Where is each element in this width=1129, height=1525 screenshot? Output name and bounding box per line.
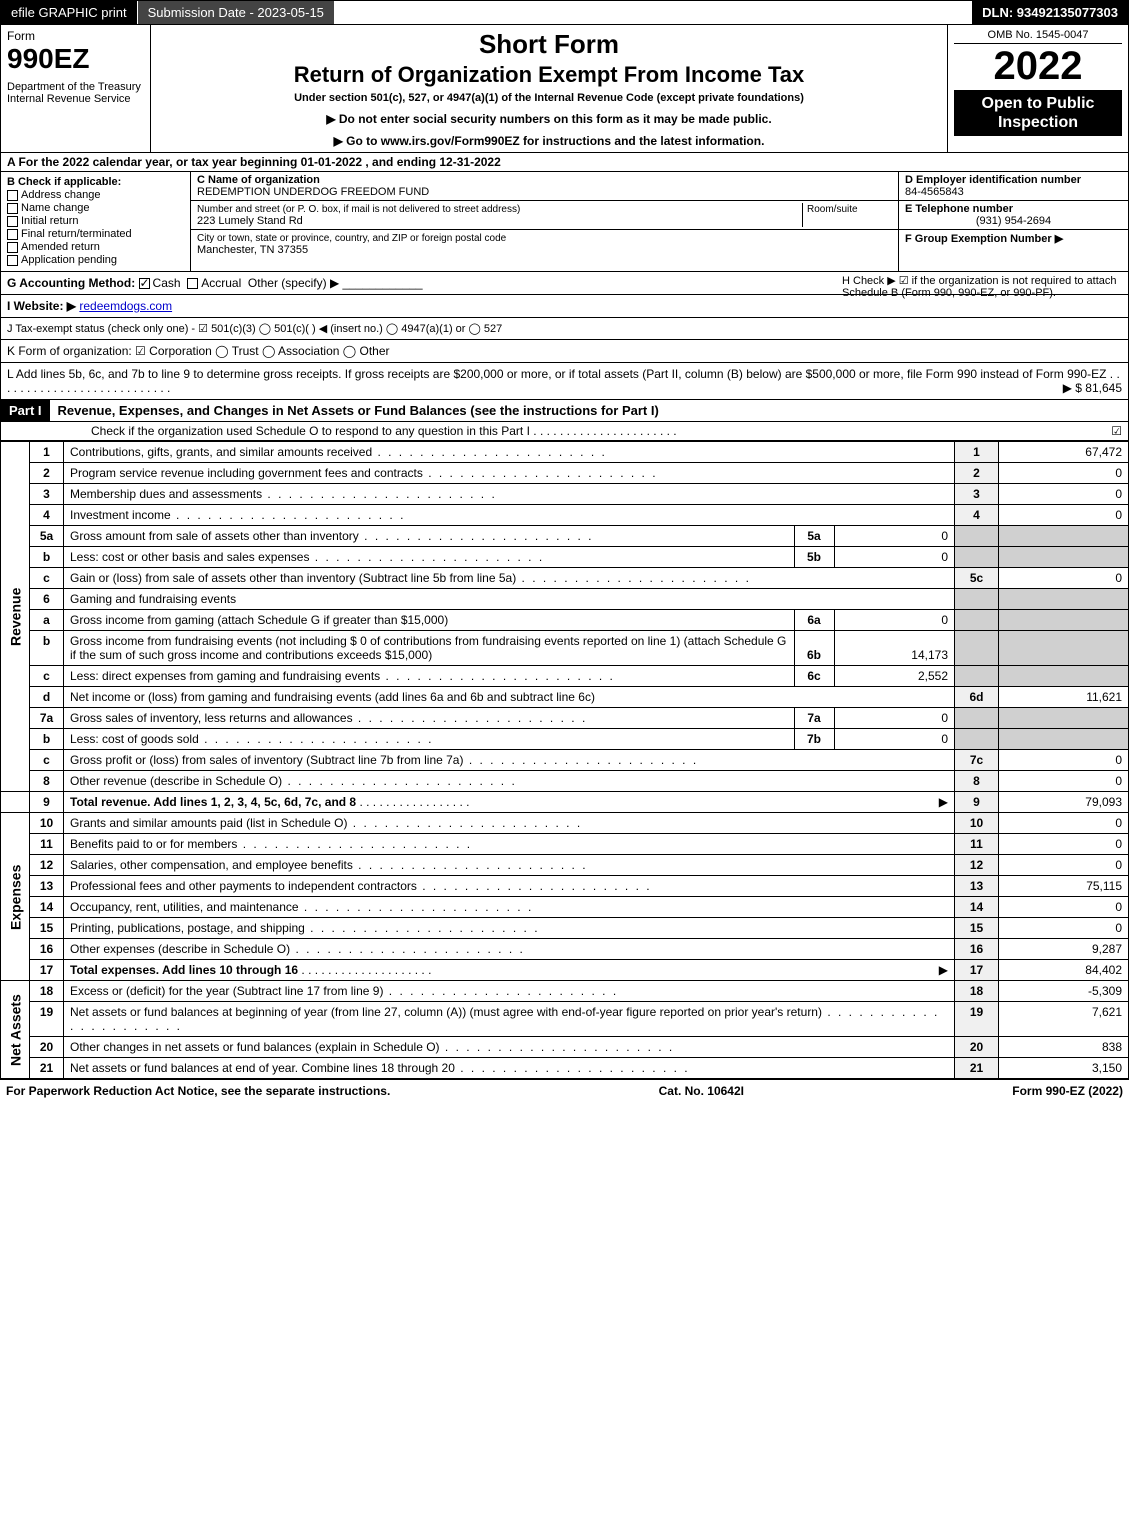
b-label: B Check if applicable: bbox=[7, 176, 121, 188]
netassets-label: Net Assets bbox=[1, 981, 30, 1079]
section-b: B Check if applicable: Address change Na… bbox=[1, 172, 191, 271]
short-form-title: Short Form bbox=[159, 29, 939, 60]
header-mid: Short Form Return of Organization Exempt… bbox=[151, 25, 948, 152]
revenue-label: Revenue bbox=[1, 442, 30, 792]
chk-initial[interactable]: Initial return bbox=[7, 215, 184, 227]
website-link[interactable]: redeemdogs.com bbox=[79, 299, 172, 313]
form-label: Form bbox=[7, 29, 144, 43]
dln: DLN: 93492135077303 bbox=[972, 1, 1128, 24]
section-bcd: B Check if applicable: Address change Na… bbox=[0, 172, 1129, 272]
phone-label: E Telephone number bbox=[905, 203, 1013, 215]
ein-label: D Employer identification number bbox=[905, 174, 1081, 186]
line-j: J Tax-exempt status (check only one) - ☑… bbox=[0, 318, 1129, 340]
submission-date: Submission Date - 2023-05-15 bbox=[138, 1, 335, 24]
chk-cash[interactable] bbox=[139, 278, 150, 289]
dept-label: Department of the Treasury Internal Reve… bbox=[7, 81, 144, 105]
street: 223 Lumely Stand Rd bbox=[197, 215, 303, 227]
under-section: Under section 501(c), 527, or 4947(a)(1)… bbox=[159, 92, 939, 104]
room-label: Room/suite bbox=[807, 204, 858, 215]
line-l: L Add lines 5b, 6c, and 7b to line 9 to … bbox=[0, 363, 1129, 400]
line-a: A For the 2022 calendar year, or tax yea… bbox=[0, 153, 1129, 172]
ein: 84-4565843 bbox=[905, 186, 964, 198]
chk-pending[interactable]: Application pending bbox=[7, 254, 184, 266]
chk-accrual[interactable] bbox=[187, 278, 198, 289]
street-label: Number and street (or P. O. box, if mail… bbox=[197, 204, 520, 215]
omb-number: OMB No. 1545-0047 bbox=[954, 29, 1122, 44]
city-label: City or town, state or province, country… bbox=[197, 233, 506, 244]
part1-sub: Check if the organization used Schedule … bbox=[0, 422, 1129, 441]
c-name-label: C Name of organization bbox=[197, 174, 320, 186]
chk-final[interactable]: Final return/terminated bbox=[7, 228, 184, 240]
phone: (931) 954-2694 bbox=[905, 215, 1122, 227]
efile-button[interactable]: efile GRAPHIC print bbox=[1, 1, 138, 24]
note-ssn: ▶ Do not enter social security numbers o… bbox=[159, 112, 939, 126]
footer-left: For Paperwork Reduction Act Notice, see … bbox=[6, 1084, 390, 1098]
header-right: OMB No. 1545-0047 2022 Open to Public In… bbox=[948, 25, 1128, 152]
group-label: F Group Exemption Number ▶ bbox=[905, 233, 1063, 245]
footer: For Paperwork Reduction Act Notice, see … bbox=[0, 1079, 1129, 1102]
header-left: Form 990EZ Department of the Treasury In… bbox=[1, 25, 151, 152]
note-link: ▶ Go to www.irs.gov/Form990EZ for instru… bbox=[159, 134, 939, 148]
city: Manchester, TN 37355 bbox=[197, 244, 308, 256]
part1-table: Revenue 1Contributions, gifts, grants, a… bbox=[0, 441, 1129, 1079]
part1-header: Part I Revenue, Expenses, and Changes in… bbox=[0, 400, 1129, 422]
topbar: efile GRAPHIC print Submission Date - 20… bbox=[0, 0, 1129, 25]
tax-year: 2022 bbox=[954, 46, 1122, 86]
part1-label: Part I bbox=[1, 400, 50, 421]
footer-mid: Cat. No. 10642I bbox=[659, 1084, 744, 1098]
main-title: Return of Organization Exempt From Incom… bbox=[159, 62, 939, 88]
open-public: Open to Public Inspection bbox=[954, 90, 1122, 136]
chk-amended[interactable]: Amended return bbox=[7, 241, 184, 253]
footer-right: Form 990-EZ (2022) bbox=[1012, 1084, 1123, 1098]
section-d: D Employer identification number 84-4565… bbox=[898, 172, 1128, 271]
org-name: REDEMPTION UNDERDOG FREEDOM FUND bbox=[197, 186, 429, 198]
line-g: G Accounting Method: Cash Accrual Other … bbox=[0, 272, 1129, 295]
line-k: K Form of organization: ☑ Corporation ◯ … bbox=[0, 340, 1129, 363]
section-c: C Name of organization REDEMPTION UNDERD… bbox=[191, 172, 898, 271]
chk-name[interactable]: Name change bbox=[7, 202, 184, 214]
form-header: Form 990EZ Department of the Treasury In… bbox=[0, 25, 1129, 153]
line-i: I Website: ▶ redeemdogs.com bbox=[0, 295, 1129, 318]
expenses-label: Expenses bbox=[1, 813, 30, 981]
form-number: 990EZ bbox=[7, 43, 144, 75]
chk-address[interactable]: Address change bbox=[7, 189, 184, 201]
